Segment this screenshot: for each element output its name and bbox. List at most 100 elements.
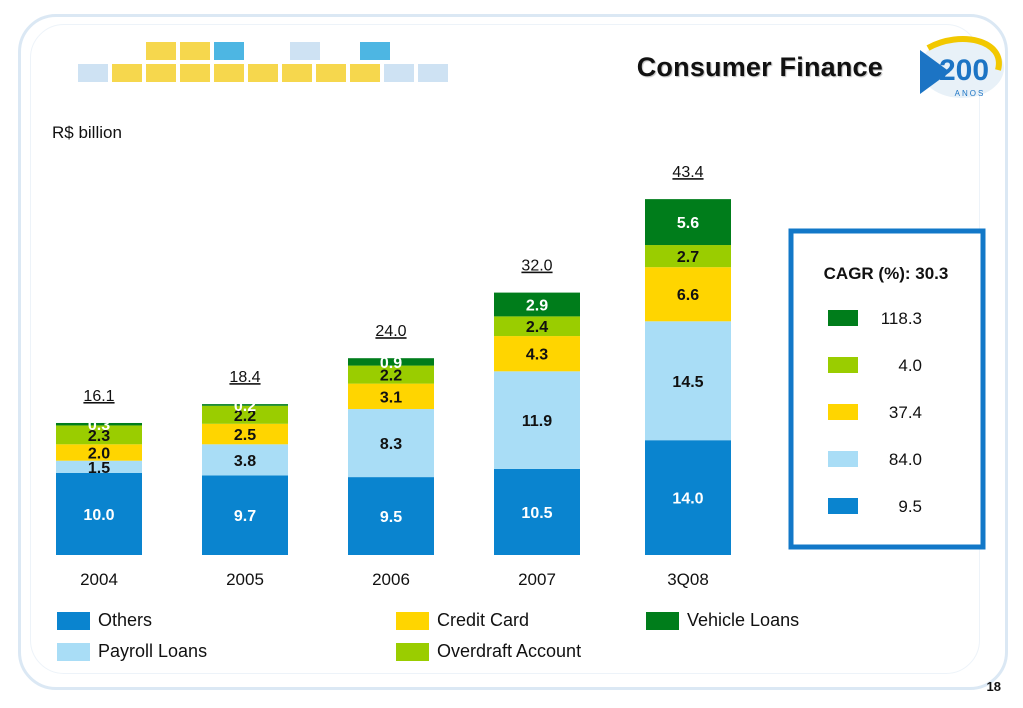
bar-segment-credit bbox=[494, 336, 580, 372]
banner-tile bbox=[290, 42, 320, 60]
data-label-vehicle: 0.3 bbox=[88, 417, 110, 434]
data-label-others: 10.5 bbox=[521, 505, 552, 522]
data-label-payroll: 11.9 bbox=[522, 413, 552, 430]
data-label-others: 10.0 bbox=[83, 507, 114, 524]
bar-stack-2004: 10.0 1.52.02.30.3 16.1 2004 bbox=[56, 388, 142, 589]
stacked-bar-chart: 10.01.52.02.30.316.120049.73.82.52.20.21… bbox=[56, 164, 731, 589]
bar-segment-overdraft bbox=[494, 316, 580, 337]
bar-stack-3Q08: 14.0 14.5 6.6 2.7 5.6 43.4 3Q08 bbox=[645, 164, 731, 589]
cagr-title: CAGR (%): 30.3 bbox=[824, 264, 949, 283]
total-label: 24.0 bbox=[375, 323, 406, 340]
bar-segment-vehicle bbox=[202, 404, 288, 406]
bar-segment-others bbox=[202, 475, 288, 555]
data-label-vehicle: 5.6 bbox=[677, 215, 699, 232]
banner-tile bbox=[360, 42, 390, 60]
banner-tile bbox=[112, 64, 142, 82]
page-number: 18 bbox=[986, 679, 1001, 694]
bar-segment-payroll bbox=[494, 371, 580, 469]
bar-segment-others bbox=[494, 468, 580, 555]
data-label-overdraft: 2.2 bbox=[380, 368, 402, 385]
bar-stack-2007: 10.5 11.9 4.3 2.4 2.9 32.0 2007 bbox=[494, 258, 580, 589]
logo-200-anos-icon: 200 ANOS bbox=[920, 36, 1004, 98]
banner-tile bbox=[180, 42, 210, 60]
data-label-payroll: 8.3 bbox=[380, 436, 402, 453]
legend-label-vehicle: Vehicle Loans bbox=[687, 610, 800, 630]
cagr-value-others: 9.5 bbox=[898, 497, 922, 516]
legend-label-others: Others bbox=[98, 610, 153, 630]
legend-swatch-others bbox=[57, 611, 90, 630]
data-label-vehicle: 0.9 bbox=[380, 355, 402, 372]
decorative-banner bbox=[78, 42, 448, 82]
total-label: 16.1 bbox=[83, 388, 114, 405]
banner-tile bbox=[146, 64, 176, 82]
logo-subtext: ANOS bbox=[955, 89, 986, 98]
legend-label-payroll: Payroll Loans bbox=[98, 641, 208, 661]
data-label-credit: 2.5 bbox=[234, 427, 256, 444]
banner-tile bbox=[282, 64, 312, 82]
data-label-overdraft: 2.4 bbox=[526, 319, 548, 336]
cagr-swatch-overdraft bbox=[828, 357, 858, 373]
bar-segment-payroll bbox=[202, 444, 288, 476]
data-label-overdraft: 2.2 bbox=[234, 408, 256, 425]
data-label-vehicle: 2.9 bbox=[526, 297, 548, 314]
page-title: Consumer Finance bbox=[636, 52, 883, 82]
bar-segment-payroll bbox=[56, 460, 142, 473]
legend-item-others: Others bbox=[57, 610, 152, 631]
banner-tile bbox=[350, 64, 380, 82]
bar-segment-payroll bbox=[645, 321, 731, 441]
data-label-others: 9.5 bbox=[380, 509, 402, 526]
data-label-credit: 6.6 bbox=[677, 287, 699, 304]
bar-segment-vehicle bbox=[645, 199, 731, 246]
banner-tile bbox=[384, 64, 414, 82]
bar-segment-credit bbox=[348, 383, 434, 410]
legend-item-overdraft: Overdraft Account bbox=[396, 641, 581, 662]
category-label: 2006 bbox=[372, 570, 410, 589]
category-label: 2005 bbox=[226, 570, 264, 589]
data-label-credit: 2.0 bbox=[88, 446, 110, 463]
cagr-swatch-others bbox=[828, 498, 858, 514]
cagr-value-overdraft: 4.0 bbox=[898, 356, 922, 375]
legend-item-vehicle: Vehicle Loans bbox=[646, 610, 799, 631]
bar-segment-overdraft bbox=[645, 245, 731, 268]
cagr-swatch-vehicle bbox=[828, 310, 858, 326]
data-label-overdraft: 2.7 bbox=[677, 249, 699, 266]
cagr-panel-border bbox=[788, 228, 986, 550]
cagr-swatch-credit bbox=[828, 404, 858, 420]
banner-tile bbox=[418, 64, 448, 82]
cagr-value-credit: 37.4 bbox=[889, 403, 922, 422]
bar-segment-payroll bbox=[348, 409, 434, 478]
bar-segment-credit bbox=[645, 267, 731, 322]
total-label: 43.4 bbox=[672, 164, 703, 181]
bar-segment-vehicle bbox=[494, 292, 580, 317]
category-label: 2004 bbox=[80, 570, 118, 589]
legend-swatch-overdraft bbox=[396, 642, 429, 661]
bar-stack-2006: 9.5 8.3 3.1 2.20.9 24.0 2006 bbox=[348, 323, 434, 589]
legend-item-credit: Credit Card bbox=[396, 610, 529, 631]
legend-item-payroll: Payroll Loans bbox=[57, 641, 207, 662]
data-label-overdraft: 2.3 bbox=[88, 428, 110, 445]
data-label-others: 9.7 bbox=[234, 508, 256, 525]
data-label-credit: 3.1 bbox=[380, 389, 402, 406]
banner-tile bbox=[214, 64, 244, 82]
data-label-others: 14.0 bbox=[672, 491, 703, 508]
legend-label-overdraft: Overdraft Account bbox=[437, 641, 582, 661]
legend-swatch-credit bbox=[396, 611, 429, 630]
bar-segment-overdraft bbox=[202, 405, 288, 424]
category-label: 3Q08 bbox=[667, 570, 709, 589]
total-label: 18.4 bbox=[229, 369, 260, 386]
cagr-value-vehicle: 118.3 bbox=[881, 309, 922, 328]
bar-segment-credit bbox=[202, 423, 288, 445]
banner-tile bbox=[316, 64, 346, 82]
cagr-swatch-payroll bbox=[828, 451, 858, 467]
banner-tile bbox=[78, 64, 108, 82]
bar-segment-others bbox=[348, 477, 434, 555]
bar-segment-credit bbox=[56, 444, 142, 461]
cagr-value-payroll: 84.0 bbox=[889, 450, 922, 469]
data-label-credit: 4.3 bbox=[526, 347, 548, 364]
bar-stack-2005: 9.7 3.8 2.5 2.20.2 18.4 2005 bbox=[202, 369, 288, 589]
bar-segment-others bbox=[645, 440, 731, 555]
banner-tile bbox=[214, 42, 244, 60]
bar-segment-overdraft bbox=[348, 365, 434, 384]
legend-swatch-vehicle bbox=[646, 611, 679, 630]
unit-label: R$ billion bbox=[52, 123, 122, 142]
